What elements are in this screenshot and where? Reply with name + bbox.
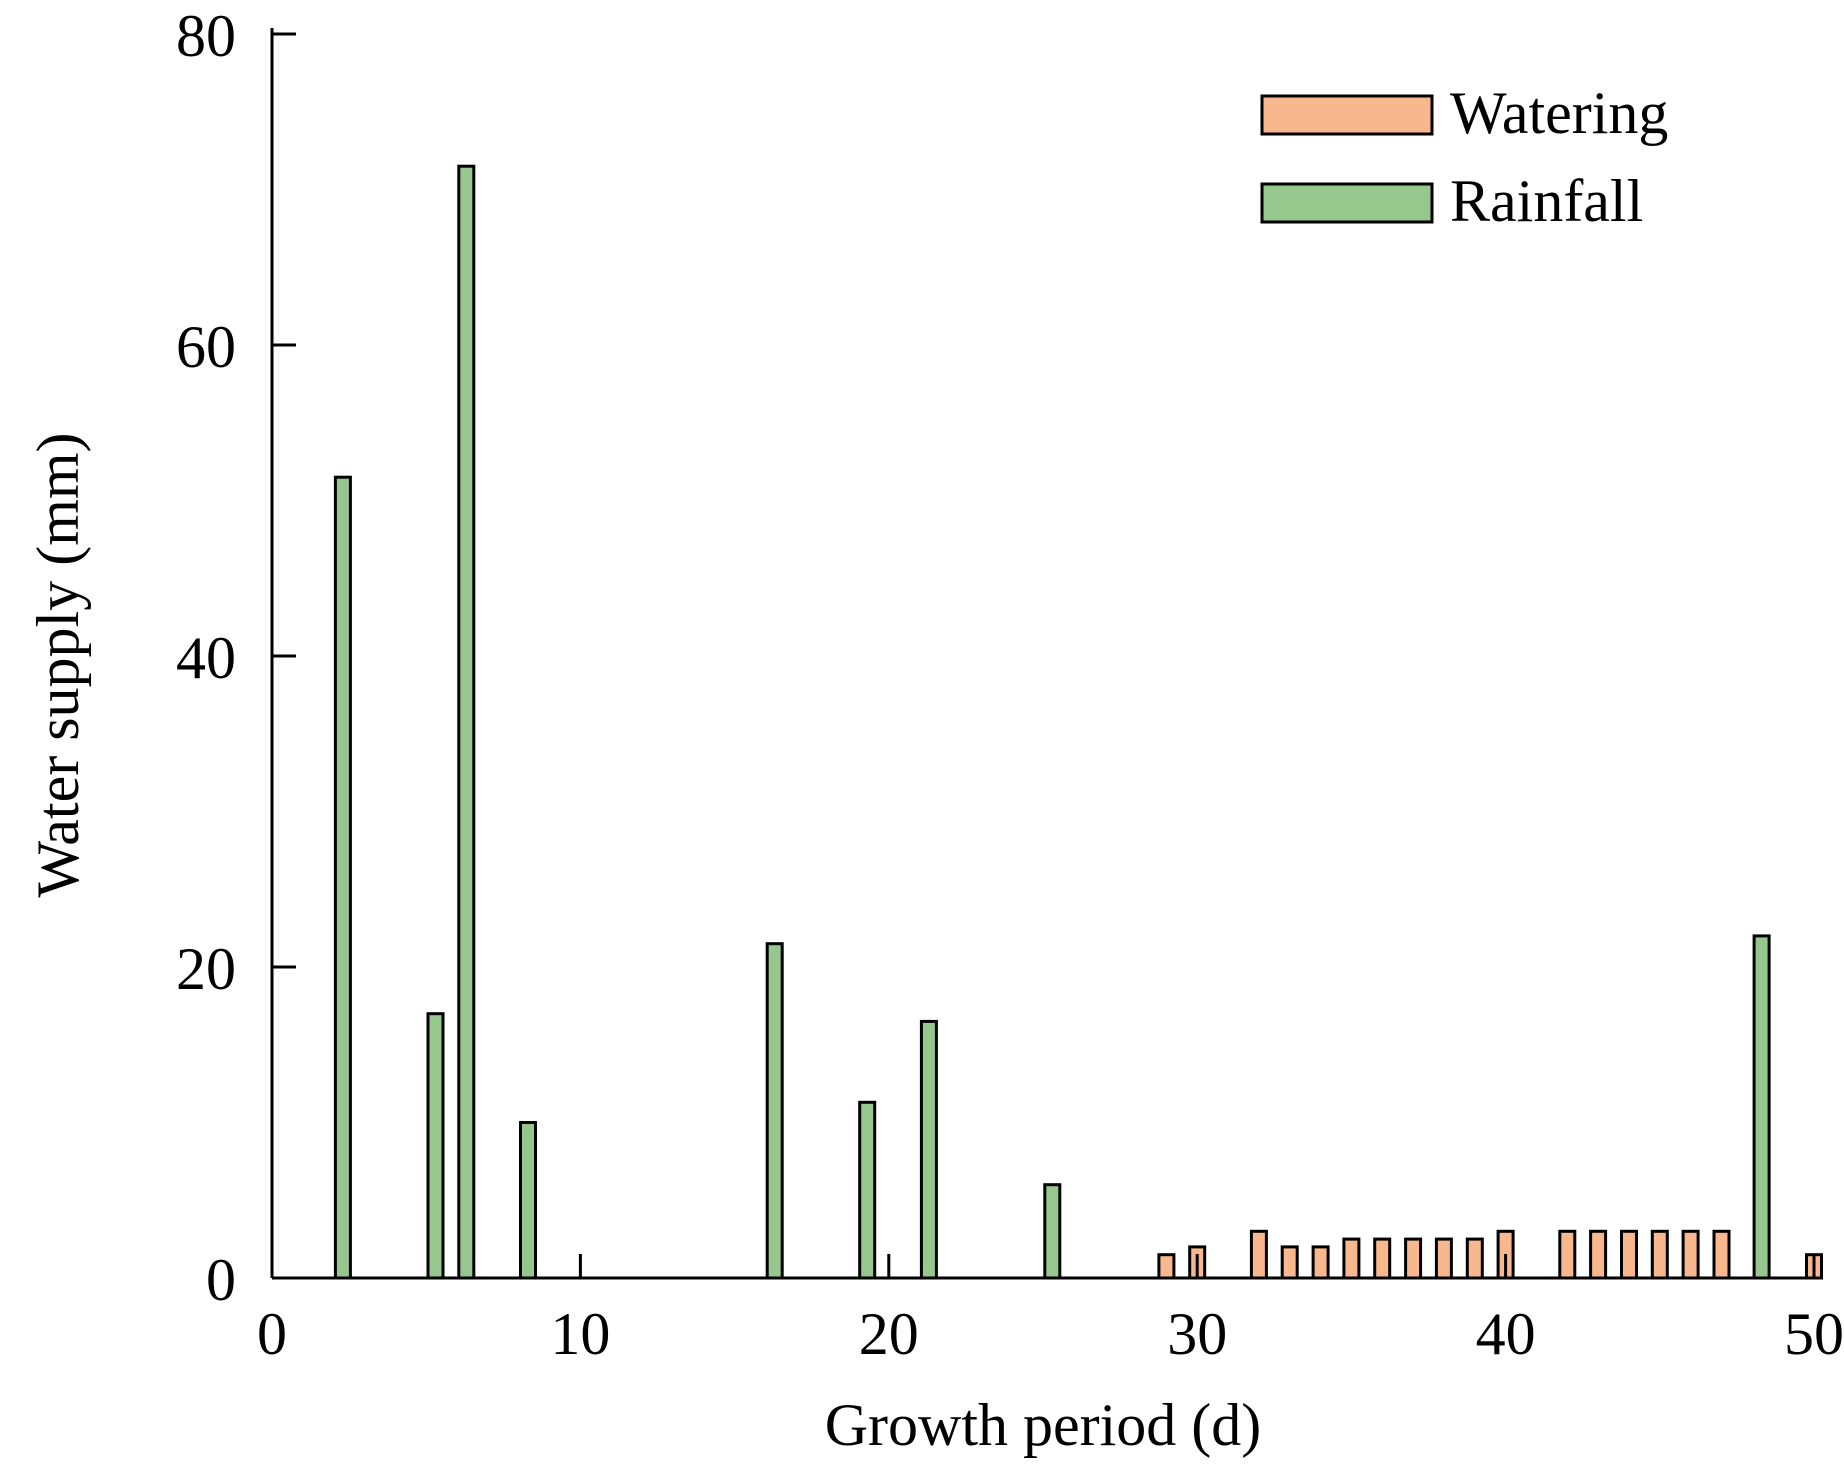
x-tick-label: 40 bbox=[1476, 1301, 1536, 1367]
legend-label-watering: Watering bbox=[1450, 80, 1668, 146]
x-tick-label: 50 bbox=[1784, 1301, 1844, 1367]
watering-bar-14 bbox=[1620, 1229, 1638, 1280]
axes-layer bbox=[270, 28, 1814, 1280]
rainfall-bar-9 bbox=[1752, 934, 1771, 1280]
legend: Watering Rainfall bbox=[1260, 80, 1668, 234]
y-tick-label: 20 bbox=[176, 936, 236, 1002]
watering-bar-13 bbox=[1589, 1229, 1608, 1280]
legend-swatch-rainfall bbox=[1260, 182, 1434, 224]
legend-swatch-watering bbox=[1260, 94, 1434, 136]
watering-bar-9 bbox=[1434, 1237, 1453, 1280]
rainfall-bar-5 bbox=[765, 942, 784, 1280]
y-tick-label: 0 bbox=[206, 1247, 236, 1313]
x-axis-label: Growth period (d) bbox=[825, 1392, 1262, 1458]
y-tick-label: 40 bbox=[176, 625, 236, 691]
y-tick-label: 60 bbox=[176, 314, 236, 380]
y-tick-label: 80 bbox=[176, 3, 236, 69]
watering-bar-4 bbox=[1280, 1245, 1299, 1280]
x-tick-label: 0 bbox=[257, 1301, 287, 1367]
watering-bar-3 bbox=[1249, 1229, 1268, 1280]
y-axis-label: Water supply (mm) bbox=[25, 432, 91, 897]
rainfall-bar-2 bbox=[426, 1012, 445, 1280]
rainfall-bar-4 bbox=[519, 1121, 537, 1280]
rainfall-bar-6 bbox=[858, 1100, 877, 1280]
watering-bar-15 bbox=[1650, 1229, 1669, 1280]
watering-bar-7 bbox=[1373, 1237, 1392, 1280]
watering-bar-12 bbox=[1558, 1229, 1577, 1280]
legend-label-rainfall: Rainfall bbox=[1450, 168, 1643, 234]
watering-bar-10 bbox=[1465, 1237, 1484, 1280]
watering-bar-5 bbox=[1311, 1245, 1330, 1280]
watering-bar-8 bbox=[1404, 1237, 1423, 1280]
rainfall-bar-8 bbox=[1043, 1183, 1062, 1280]
rainfall-bar-1 bbox=[333, 475, 352, 1280]
bars-layer bbox=[333, 164, 1823, 1280]
watering-bar-16 bbox=[1681, 1229, 1700, 1280]
watering-bar-6 bbox=[1342, 1237, 1361, 1280]
x-tick-label: 30 bbox=[1167, 1301, 1227, 1367]
watering-bar-17 bbox=[1712, 1229, 1731, 1280]
x-tick-label: 20 bbox=[859, 1301, 919, 1367]
x-tick-label: 10 bbox=[550, 1301, 610, 1367]
rainfall-bar-7 bbox=[919, 1019, 938, 1280]
rainfall-bar-3 bbox=[457, 164, 476, 1280]
watering-bar-1 bbox=[1157, 1253, 1176, 1280]
ticks-layer: 0 20 40 60 80 0 10 20 30 40 50 bbox=[176, 3, 1844, 1367]
